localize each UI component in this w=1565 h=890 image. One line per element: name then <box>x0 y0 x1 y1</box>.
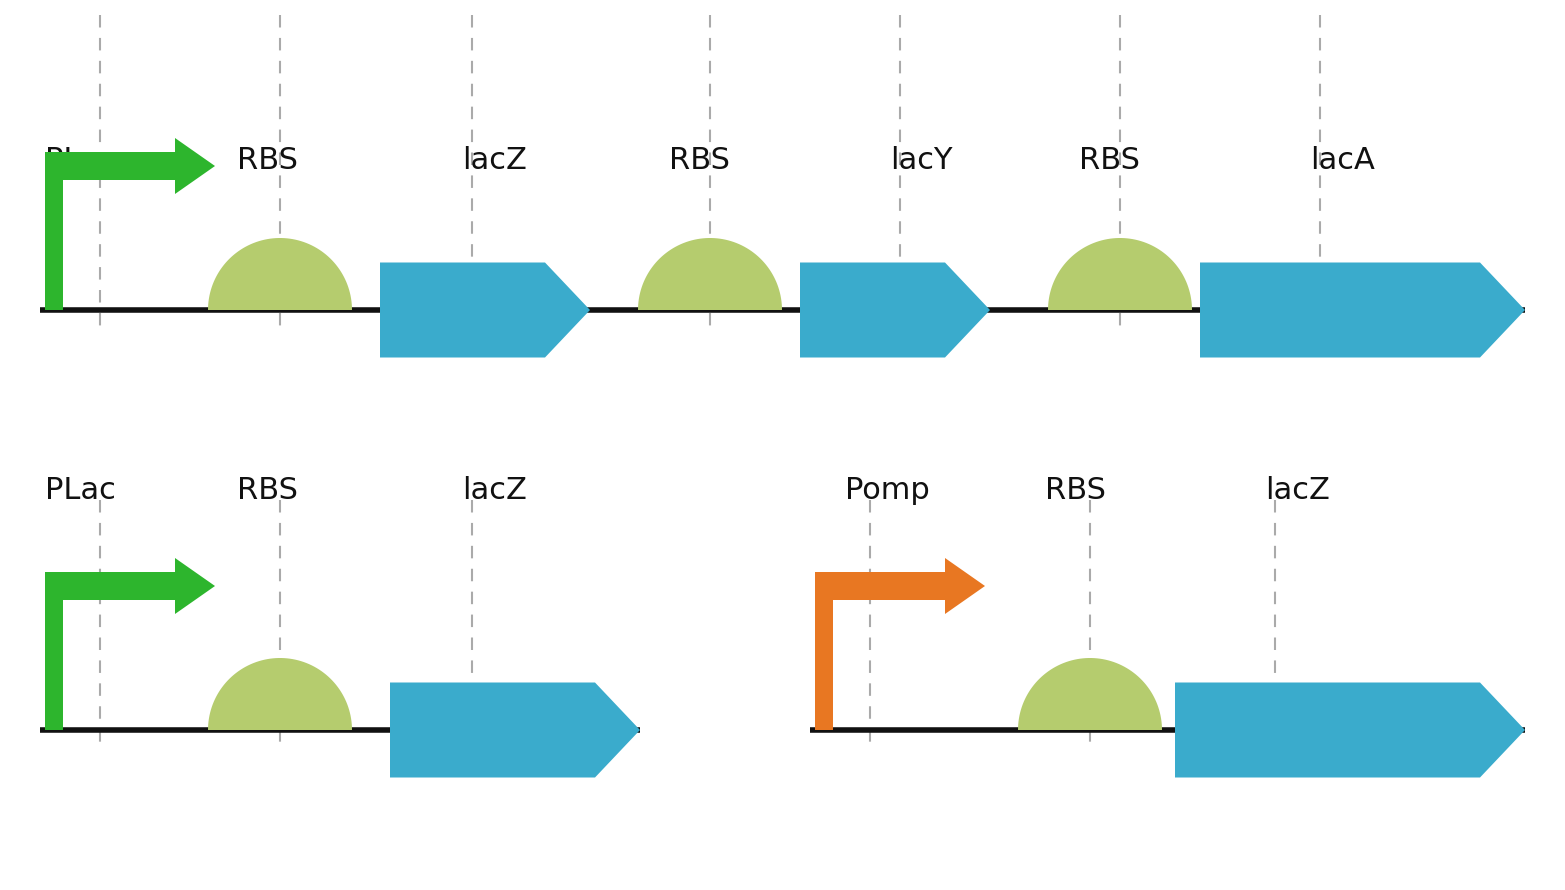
Polygon shape <box>45 572 175 600</box>
Polygon shape <box>1017 658 1161 730</box>
Text: PLac: PLac <box>45 476 116 505</box>
Polygon shape <box>1049 238 1193 310</box>
Polygon shape <box>815 572 945 600</box>
Polygon shape <box>815 600 833 730</box>
Text: RBS: RBS <box>670 146 731 175</box>
Polygon shape <box>800 263 991 358</box>
Polygon shape <box>175 558 214 614</box>
Polygon shape <box>208 238 352 310</box>
Text: lacY: lacY <box>890 146 953 175</box>
Text: PLac: PLac <box>45 146 116 175</box>
Polygon shape <box>639 238 782 310</box>
Text: lacA: lacA <box>1310 146 1376 175</box>
Polygon shape <box>1200 263 1524 358</box>
Polygon shape <box>390 683 640 778</box>
Polygon shape <box>945 558 984 614</box>
Polygon shape <box>45 600 63 730</box>
Text: RBS: RBS <box>238 146 299 175</box>
Polygon shape <box>380 263 590 358</box>
Polygon shape <box>1175 683 1524 778</box>
Text: RBS: RBS <box>238 476 299 505</box>
Text: RBS: RBS <box>1044 476 1105 505</box>
Text: RBS: RBS <box>1080 146 1141 175</box>
Polygon shape <box>208 658 352 730</box>
Polygon shape <box>175 138 214 194</box>
Text: lacZ: lacZ <box>462 476 527 505</box>
Text: lacZ: lacZ <box>462 146 527 175</box>
Text: Pomp: Pomp <box>845 476 930 505</box>
Text: lacZ: lacZ <box>1265 476 1330 505</box>
Polygon shape <box>45 180 63 310</box>
Polygon shape <box>45 152 175 180</box>
